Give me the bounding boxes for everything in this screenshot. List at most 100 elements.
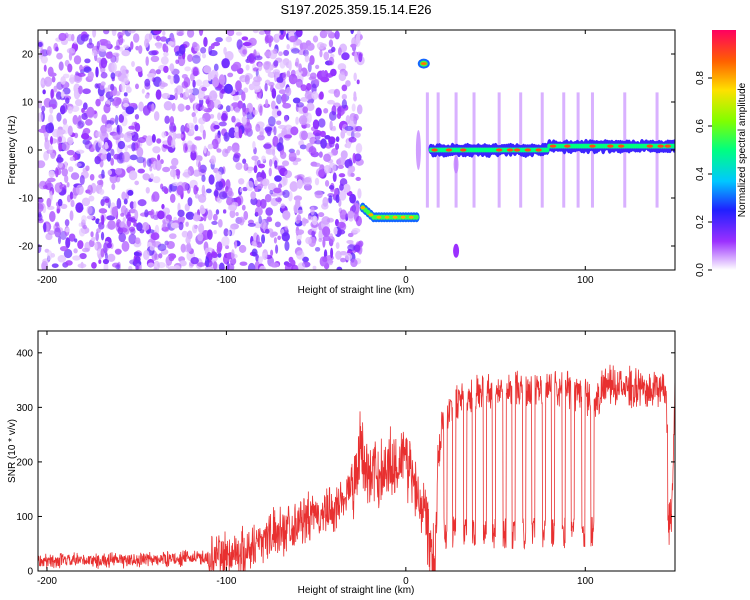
noise-blob [198, 117, 206, 125]
noise-blob [101, 169, 105, 179]
noise-blob [294, 175, 303, 180]
noise-blob [177, 209, 185, 218]
noise-blob [103, 87, 110, 93]
noise-blob [189, 73, 195, 82]
noise-blob [45, 123, 55, 134]
y-tick-label: 300 [16, 403, 33, 414]
noise-blob [47, 177, 56, 183]
noise-blob [212, 213, 218, 222]
track-peak [392, 215, 398, 219]
noise-blob [225, 105, 231, 113]
noise-blob [183, 244, 193, 253]
noise-blob [123, 77, 130, 85]
noise-blob [328, 162, 337, 174]
noise-blob [94, 83, 99, 89]
noise-blob [190, 150, 197, 161]
noise-blob [38, 53, 43, 60]
noise-blob [288, 35, 298, 43]
noise-blob [296, 102, 305, 108]
noise-blob [334, 30, 340, 40]
noise-blob [147, 262, 155, 268]
noise-blob [48, 170, 55, 178]
noise-blob [355, 125, 363, 132]
noise-blob [135, 83, 139, 90]
noise-blob [242, 158, 247, 164]
noise-blob [290, 126, 299, 136]
noise-blob [192, 79, 196, 88]
carrier-peak [646, 144, 654, 148]
noise-blob [339, 190, 347, 201]
noise-blob [171, 102, 176, 112]
noise-blob [49, 106, 54, 114]
noise-blob [53, 85, 58, 93]
noise-blob [95, 98, 101, 107]
noise-blob [348, 136, 357, 143]
noise-blob [158, 253, 163, 259]
noise-blob [235, 211, 239, 217]
noise-blob [127, 216, 133, 222]
colorbar-tick-label: 0.4 [695, 167, 706, 181]
noise-blob [293, 77, 298, 82]
spectral-blob [453, 155, 459, 174]
noise-blob [137, 136, 147, 143]
noise-blob [119, 227, 128, 233]
noise-blob [51, 76, 56, 83]
noise-blob [115, 91, 121, 96]
noise-blob [322, 226, 331, 237]
noise-blob [68, 233, 76, 242]
noise-blob [314, 78, 320, 85]
noise-blob [265, 207, 273, 216]
noise-blob [277, 183, 283, 189]
track-core [414, 214, 419, 220]
noise-blob [184, 203, 190, 212]
noise-blob [268, 159, 273, 167]
noise-blob [216, 246, 222, 254]
noise-blob [333, 226, 338, 235]
carrier-peak [460, 148, 467, 152]
noise-blob [224, 83, 233, 94]
carrier-peak [617, 144, 625, 148]
noise-blob [201, 184, 206, 196]
noise-blob [341, 121, 347, 129]
noise-blob [129, 201, 135, 209]
noise-blob [274, 221, 281, 228]
noise-blob [111, 183, 116, 190]
carrier-peak [657, 144, 664, 148]
noise-blob [66, 181, 70, 188]
noise-blob [54, 167, 59, 178]
noise-blob [177, 55, 182, 60]
noise-blob [339, 250, 348, 256]
noise-blob [344, 252, 353, 261]
noise-blob [356, 104, 363, 115]
noise-blob [177, 103, 185, 112]
noise-blob [99, 38, 108, 44]
noise-blob [343, 183, 351, 193]
noise-blob [161, 92, 171, 100]
noise-blob [118, 113, 125, 123]
noise-blob [48, 144, 54, 154]
noise-blob [283, 134, 293, 139]
noise-blob [67, 125, 73, 136]
noise-blob [152, 146, 161, 154]
noise-blob [153, 111, 160, 121]
noise-blob [268, 167, 272, 177]
noise-blob [208, 90, 218, 102]
noise-blob [318, 151, 323, 158]
noise-blob [56, 208, 60, 214]
noise-blob [215, 171, 223, 182]
noise-blob [72, 114, 79, 125]
noise-blob [223, 131, 230, 142]
noise-blob [242, 186, 248, 192]
noise-blob [142, 173, 151, 181]
noise-blob [134, 180, 139, 186]
noise-blob [75, 149, 85, 154]
noise-blob [328, 56, 335, 66]
noise-blob [231, 102, 240, 108]
noise-blob [128, 170, 138, 181]
noise-blob [99, 84, 105, 91]
noise-blob [122, 217, 126, 223]
noise-blob [265, 99, 269, 108]
noise-blob [278, 51, 283, 57]
noise-blob [320, 76, 330, 83]
x-axis-label: Height of straight line (km) [298, 585, 415, 596]
